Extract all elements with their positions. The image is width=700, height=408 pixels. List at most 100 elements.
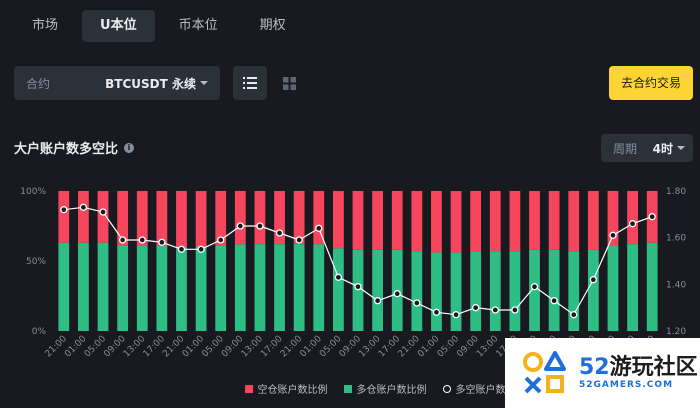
ratio-point: [472, 304, 480, 312]
short-ratio-bar: [607, 191, 619, 246]
short-ratio-bar: [548, 191, 560, 250]
long-ratio-bar: [646, 242, 658, 331]
tab-options[interactable]: 期权: [259, 18, 286, 33]
legend-long-label: 多仓账户数比例: [356, 385, 427, 396]
legend-ratio[interactable]: 多空账户数比值: [442, 381, 526, 396]
legend-short[interactable]: 空仓账户数比例: [244, 381, 328, 396]
short-ratio-bar: [293, 191, 305, 245]
short-ratio-bar: [372, 191, 384, 250]
short-ratio-bar: [313, 191, 325, 245]
short-ratio-bar: [176, 191, 187, 247]
long-ratio-bar: [136, 245, 148, 331]
short-ratio-bar: [117, 191, 129, 246]
long-ratio-bar: [117, 245, 129, 331]
page-title: 大户账户数多空比 i: [14, 138, 135, 157]
watermark-brand: 52游玩社区: [579, 356, 698, 380]
tab-coin-m[interactable]: 币本位: [178, 18, 218, 33]
short-ratio-bar: [391, 191, 403, 250]
ratio-point: [511, 306, 519, 314]
ratio-point: [334, 273, 343, 281]
watermark-text: 52游玩社区 52GAMERS.COM: [579, 356, 698, 391]
period-value: 4时: [653, 140, 685, 157]
tab-market[interactable]: 市场: [32, 18, 59, 33]
short-ratio-bar: [450, 191, 462, 253]
ratio-point: [315, 224, 323, 232]
short-ratio-bar: [136, 191, 148, 246]
long-ratio-bar: [274, 244, 285, 331]
ratio-point: [550, 297, 558, 305]
watermark-brand-num: 52: [579, 355, 610, 380]
grid-view-button[interactable]: [272, 66, 306, 100]
short-ratio-bar: [489, 191, 501, 252]
legend-ratio-swatch: [442, 384, 451, 393]
ratio-point: [432, 308, 441, 316]
ratio-point: [628, 220, 637, 228]
ratio-point: [79, 203, 88, 211]
short-ratio-bar: [587, 191, 599, 250]
site-watermark: 52游玩社区 52GAMERS.COM: [505, 338, 700, 408]
ratio-point: [60, 206, 68, 214]
long-ratio-bar: [97, 242, 109, 331]
legend-long[interactable]: 多仓账户数比例: [343, 381, 427, 396]
short-ratio-bar: [215, 191, 227, 246]
long-ratio-bar: [489, 251, 501, 331]
list-icon: [243, 77, 257, 89]
y-right-tick-label: 1.40: [666, 280, 686, 290]
ratio-point: [452, 311, 460, 319]
ratio-point: [118, 236, 127, 244]
long-ratio-bar: [234, 244, 246, 331]
long-ratio-bar: [548, 249, 560, 331]
long-ratio-bar: [58, 242, 70, 331]
long-ratio-bar: [293, 244, 305, 331]
ratio-point: [177, 245, 186, 253]
short-ratio-bar: [431, 191, 442, 253]
contract-selector[interactable]: 合约 BTCUSDT 永续: [14, 66, 220, 100]
ratio-point: [570, 311, 578, 319]
long-ratio-bar: [450, 252, 462, 331]
list-view-button[interactable]: [233, 66, 267, 100]
ratio-point: [354, 283, 362, 291]
chart-legend: 空仓账户数比例 多仓账户数比例 多空账户数比值: [0, 381, 700, 396]
short-ratio-bar: [411, 191, 423, 252]
long-ratio-bar: [431, 252, 442, 331]
y-right-tick-label: 1.60: [666, 234, 686, 244]
short-ratio-bar: [470, 191, 482, 252]
short-ratio-bar: [97, 191, 109, 243]
long-ratio-bar: [509, 251, 521, 331]
ratio-point: [295, 236, 303, 244]
long-ratio-bar: [587, 249, 599, 331]
period-value-text: 4时: [652, 141, 673, 156]
ratio-point: [413, 299, 421, 307]
long-ratio-bar: [627, 244, 638, 331]
short-ratio-bar: [274, 191, 285, 245]
y-left-tick-label: 100%: [20, 187, 46, 197]
long-ratio-bar: [568, 251, 580, 331]
ratio-point: [99, 208, 107, 216]
long-ratio-bar: [215, 245, 227, 331]
long-ratio-bar: [254, 244, 266, 331]
short-ratio-bar: [568, 191, 580, 252]
grid-icon: [282, 76, 296, 90]
period-selector[interactable]: 周期 4时: [601, 134, 693, 162]
legend-short-label: 空仓账户数比例: [257, 385, 328, 396]
long-ratio-bar: [411, 251, 423, 331]
chevron-down-icon: [677, 146, 685, 150]
ratio-point: [373, 297, 382, 305]
ratio-point: [491, 306, 499, 314]
long-ratio-bar: [529, 249, 540, 331]
info-icon[interactable]: i: [124, 142, 135, 153]
long-ratio-bar: [156, 245, 168, 331]
short-ratio-bar: [332, 191, 344, 249]
long-ratio-bar: [352, 249, 364, 331]
short-ratio-bar: [78, 191, 89, 243]
ratio-point: [197, 245, 205, 253]
ratio-point: [275, 229, 284, 237]
watermark-sub: 52GAMERS.COM: [579, 380, 674, 390]
short-ratio-bar: [627, 191, 638, 245]
tab-usdt-m[interactable]: U本位: [82, 10, 155, 42]
section-title: 大户账户数多空比: [14, 142, 119, 157]
go-trade-button[interactable]: 去合约交易: [609, 66, 693, 100]
ratio-point: [648, 213, 656, 221]
short-ratio-bar: [156, 191, 168, 246]
ratio-point: [217, 236, 225, 244]
